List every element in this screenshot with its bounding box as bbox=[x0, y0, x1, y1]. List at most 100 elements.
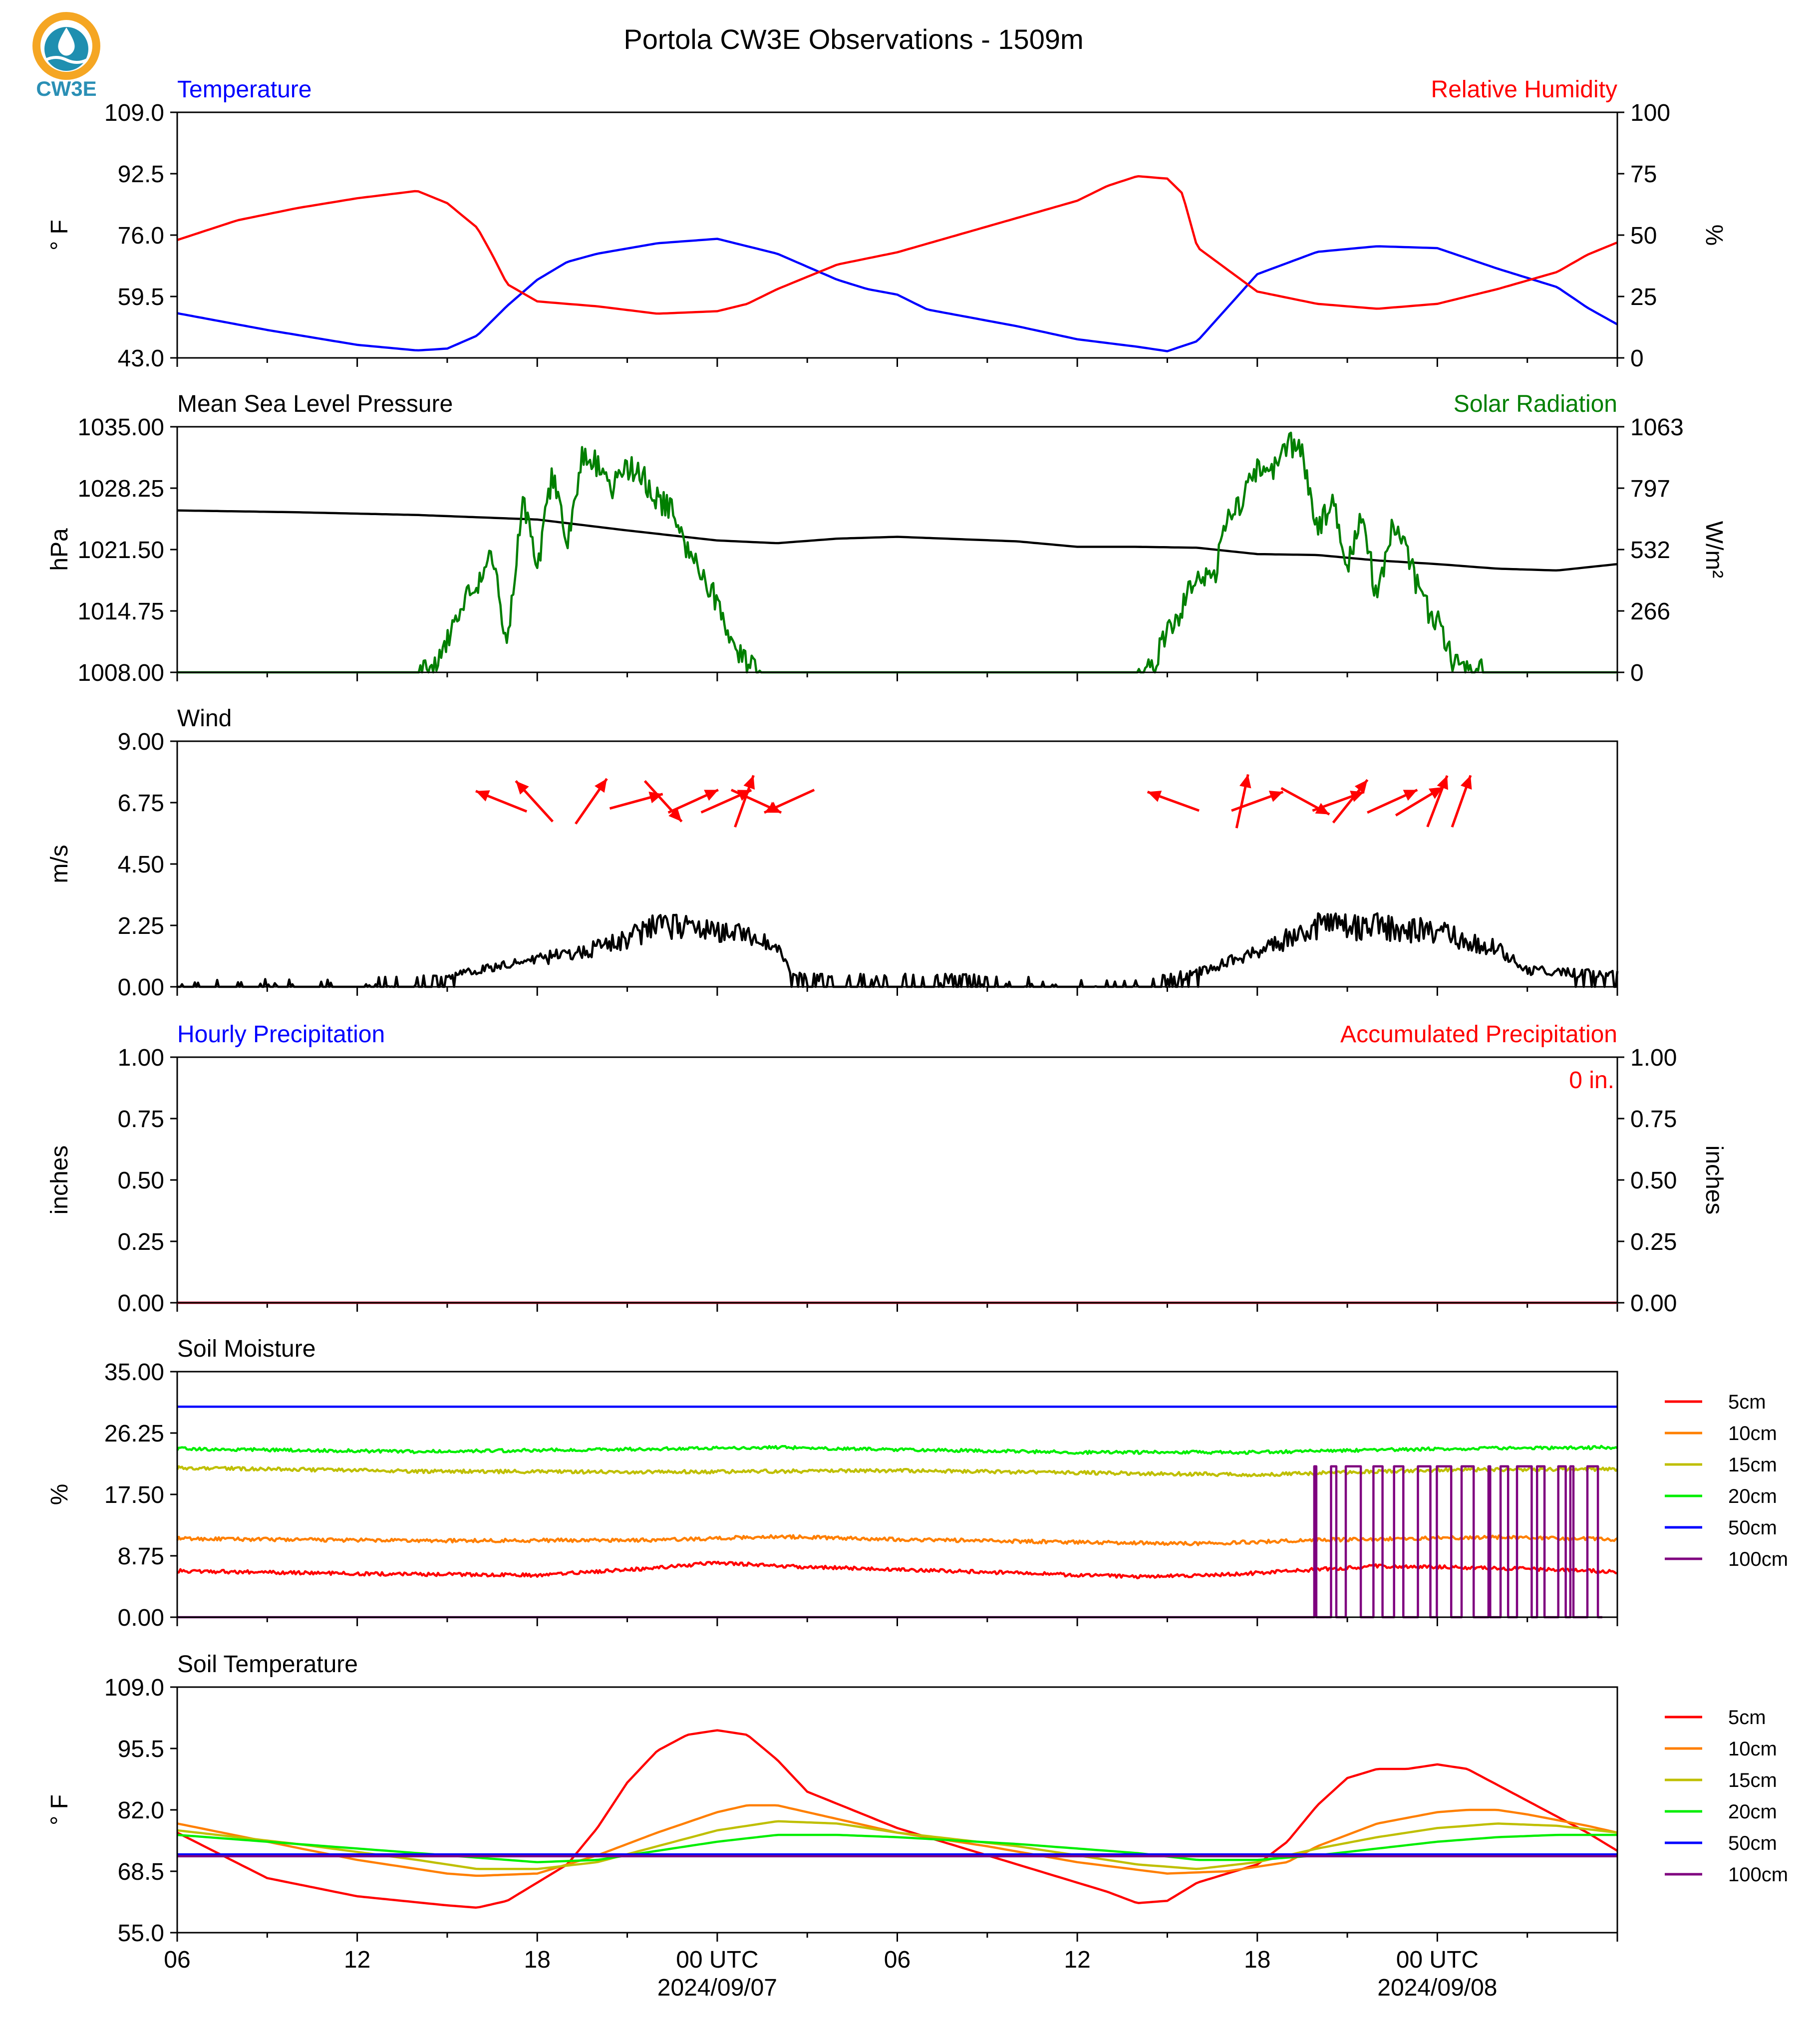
y-tick-label-left: 109.0 bbox=[104, 100, 164, 126]
wind-arrow bbox=[1280, 787, 1330, 816]
x-date-label: 2024/09/08 bbox=[1377, 1975, 1497, 2001]
wind-arrow bbox=[1332, 779, 1369, 824]
wind-arrow bbox=[609, 792, 663, 810]
y-tick-label-right: 0 bbox=[1630, 345, 1644, 372]
legend-label: 50cm bbox=[1728, 1517, 1777, 1539]
wind-arrow-head bbox=[595, 779, 607, 793]
y-axis-label-left: inches bbox=[46, 1146, 73, 1215]
wind-arrow bbox=[1426, 775, 1449, 828]
wind-arrow-head bbox=[1147, 791, 1162, 802]
wind-arrow-head bbox=[1460, 775, 1472, 790]
y-tick-label-left: 1021.50 bbox=[77, 537, 164, 564]
panel-title-left: Hourly Precipitation bbox=[177, 1021, 385, 1048]
panel-title-left: Temperature bbox=[177, 76, 311, 103]
y-tick-label-left: 1014.75 bbox=[77, 598, 164, 625]
panels: 43.0 59.5 76.0 92.5 109.0 0 25 50 75 100 ° F % Tempe… bbox=[46, 76, 1788, 1947]
y-tick-label-right: 0.50 bbox=[1630, 1167, 1677, 1194]
panel-frame bbox=[176, 1686, 1618, 1934]
y-tick-label-left: 0.00 bbox=[118, 1605, 164, 1631]
y-tick-label-right: 797 bbox=[1630, 476, 1670, 502]
panel-mslp_solar: 1008.00 1014.75 1021.50 1028.25 1035.00 0 266 5… bbox=[46, 391, 1727, 686]
y-tick-label-right: 532 bbox=[1630, 537, 1670, 564]
y-axis-label-right: W/m² bbox=[1701, 521, 1727, 579]
panel-title-right: Accumulated Precipitation bbox=[1340, 1021, 1617, 1048]
wind-arrow bbox=[1147, 791, 1200, 812]
legend-label: 5cm bbox=[1728, 1707, 1766, 1729]
wind-arrow-head bbox=[1429, 787, 1443, 799]
wind-arrow bbox=[575, 778, 608, 825]
series-5cm bbox=[177, 1560, 1618, 1580]
y-tick-label-right: 0.75 bbox=[1630, 1106, 1677, 1133]
y-tick-label-left: 2.25 bbox=[118, 913, 164, 939]
panel-soil_moisture: 0.00 8.75 17.50 26.25 35.00% Soil Moisture 5cm… bbox=[46, 1336, 1788, 1631]
x-tick-label: 00 UTC bbox=[1396, 1947, 1479, 1973]
series-temperature bbox=[177, 238, 1618, 352]
y-tick-label-left: 0.75 bbox=[118, 1106, 164, 1133]
wind-arrow-head bbox=[704, 790, 718, 801]
legend-label: 50cm bbox=[1728, 1832, 1777, 1854]
panel-title-right: Solar Radiation bbox=[1454, 391, 1617, 417]
panel-title-right: Relative Humidity bbox=[1431, 76, 1617, 103]
series-15cm bbox=[176, 1465, 1618, 1477]
logo-text: CW3E bbox=[36, 77, 96, 100]
y-tick-label-right: 100 bbox=[1630, 100, 1670, 126]
legend-label: 15cm bbox=[1728, 1769, 1777, 1791]
y-tick-label-left: 1035.00 bbox=[77, 414, 164, 441]
y-tick-label-right: 50 bbox=[1630, 223, 1657, 249]
x-tick-label: 12 bbox=[344, 1947, 370, 1973]
legend-label: 100cm bbox=[1728, 1864, 1788, 1886]
y-tick-label-left: 8.75 bbox=[118, 1543, 164, 1570]
y-tick-label-left: 82.0 bbox=[118, 1797, 164, 1824]
wind-arrow bbox=[1367, 789, 1418, 814]
logo-drop-icon bbox=[58, 27, 75, 56]
wind-arrow-head bbox=[1354, 780, 1368, 794]
y-tick-label-right: 1063 bbox=[1630, 414, 1684, 441]
y-tick-label-left: 68.5 bbox=[118, 1859, 164, 1885]
panel-soil_temp: 55.0 68.5 82.0 95.5 109.0 ° F Soil Temperature… bbox=[46, 1651, 1788, 1947]
y-tick-label-right: 0.25 bbox=[1630, 1229, 1677, 1255]
wind-arrow-head bbox=[764, 802, 779, 813]
x-tick-label: 00 UTC bbox=[676, 1947, 758, 1973]
wind-arrow-head bbox=[516, 781, 529, 795]
y-tick-label-left: 6.75 bbox=[118, 790, 164, 817]
y-tick-label-left: 35.00 bbox=[104, 1359, 164, 1386]
wind-arrow-head bbox=[1268, 791, 1283, 802]
y-tick-label-left: 0.50 bbox=[118, 1167, 164, 1194]
wind-arrow-head bbox=[1403, 790, 1418, 801]
wind-arrow-head bbox=[1437, 775, 1448, 790]
y-tick-label-left: 0.00 bbox=[118, 1290, 164, 1317]
legend-label: 10cm bbox=[1728, 1738, 1777, 1760]
x-tick-label: 18 bbox=[524, 1947, 551, 1973]
wind-arrow-head bbox=[668, 808, 682, 822]
y-axis-label-left: hPa bbox=[46, 528, 73, 571]
y-axis-label-right: % bbox=[1701, 225, 1727, 246]
x-tick-label: 06 bbox=[884, 1947, 910, 1973]
panel-title-left: Mean Sea Level Pressure bbox=[177, 391, 453, 417]
panel-wind: 0.00 2.25 4.50 6.75 9.00 m/s Wind bbox=[46, 705, 1619, 1001]
logo-wave-icon bbox=[45, 56, 88, 64]
panel-frame bbox=[176, 426, 1618, 673]
y-axis-label-left: % bbox=[46, 1484, 73, 1505]
series-15cm bbox=[177, 1820, 1618, 1870]
legend-label: 20cm bbox=[1728, 1801, 1777, 1823]
panel-frame bbox=[176, 1371, 1618, 1618]
y-tick-label-left: 43.0 bbox=[118, 345, 164, 372]
y-tick-label-left: 1.00 bbox=[118, 1045, 164, 1071]
y-tick-label-left: 0.25 bbox=[118, 1229, 164, 1255]
y-tick-label-right: 266 bbox=[1630, 598, 1670, 625]
y-tick-label-left: 1028.25 bbox=[77, 476, 164, 502]
panel-title-left: Wind bbox=[177, 705, 232, 732]
y-tick-label-left: 4.50 bbox=[118, 852, 164, 878]
wind-direction-arrows bbox=[475, 774, 1472, 829]
panel-precip: 0.00 0.25 0.50 0.75 1.00 0.00 0.25 0.50 0.75 1.00… bbox=[46, 1021, 1727, 1317]
y-tick-label-left: 26.25 bbox=[104, 1421, 164, 1447]
legend-label: 10cm bbox=[1728, 1423, 1777, 1445]
legend-label: 20cm bbox=[1728, 1485, 1777, 1507]
wind-arrow bbox=[515, 780, 554, 823]
y-tick-label-left: 109.0 bbox=[104, 1675, 164, 1701]
wind-arrow-head bbox=[1239, 774, 1251, 789]
series-5cm bbox=[176, 1729, 1618, 1909]
y-tick-label-left: 76.0 bbox=[118, 223, 164, 249]
series-mean-sea-level-pressure bbox=[177, 509, 1618, 572]
